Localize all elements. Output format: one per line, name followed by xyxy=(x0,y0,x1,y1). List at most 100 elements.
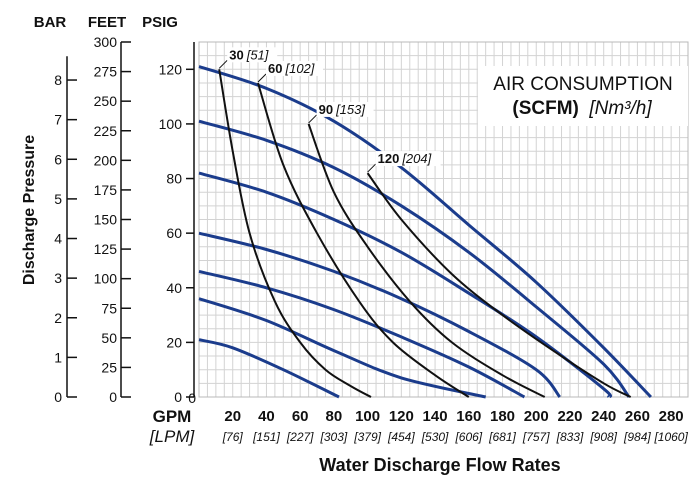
x-tick-label: 80 xyxy=(326,408,343,425)
x-tick-labels: 20 [76] 40 [151] 60 [227] 80 [303] 100 [379] 120 [4… xyxy=(188,390,688,444)
air-curve-labels: 30 [51]60 [102] 90 [153] 120 [204] xyxy=(218,47,441,173)
psig-tick-label: 120 xyxy=(159,61,183,77)
x-tick-label: 140 xyxy=(423,408,448,425)
x-tick-label: 240 xyxy=(591,408,616,425)
air-consumption-curves xyxy=(218,69,632,398)
air-label-bg xyxy=(316,101,374,117)
performance-curve-1 xyxy=(198,338,340,399)
feet-tick-label: 300 xyxy=(94,34,118,50)
feet-tick-label: 200 xyxy=(94,152,118,168)
x-tick-lpm-label: [379] xyxy=(353,430,381,444)
x-tick-lpm-label: [227] xyxy=(286,430,314,444)
air-label-30: 30 [51] xyxy=(229,47,269,62)
x-tick-label: 200 xyxy=(524,408,549,425)
bar-tick-label: 6 xyxy=(54,151,62,167)
psig-tick-label: 80 xyxy=(166,171,182,187)
x-tick-lpm-label: [833] xyxy=(556,430,584,444)
x-tick-lpm-label: [681] xyxy=(488,430,516,444)
legend-title: AIR CONSUMPTION xyxy=(493,74,672,95)
air-curve-90 xyxy=(307,123,546,398)
legend-box xyxy=(478,66,688,126)
air-label-60: 60 [102] xyxy=(268,61,315,76)
air-label-scfm: 30 xyxy=(229,47,243,62)
x-tick-lpm-label: [757] xyxy=(522,430,550,444)
air-curve-120 xyxy=(366,172,632,398)
air-label-leader xyxy=(257,73,267,83)
air-curve-30 xyxy=(218,69,372,398)
x-axis-title: Water Discharge Flow Rates xyxy=(319,455,560,475)
air-label-nm3h: [51] xyxy=(246,47,269,62)
feet-tick-label: 250 xyxy=(94,93,118,109)
x-tick-lpm-label: [76] xyxy=(222,430,244,444)
performance-curve-7 xyxy=(198,65,652,399)
air-label-90: 90 [153] xyxy=(319,102,366,117)
plot-frame xyxy=(198,41,689,398)
x-tick-label: 120 xyxy=(389,408,414,425)
air-label-leader xyxy=(218,59,228,69)
bar-tick-label: 3 xyxy=(54,270,62,286)
x-tick-label: 260 xyxy=(625,408,650,425)
x-tick-lpm-label: [1060] xyxy=(653,430,688,444)
bar-tick-label: 5 xyxy=(54,191,62,207)
air-label-scfm: 90 xyxy=(319,102,333,117)
psig-tick-label: 0 xyxy=(174,389,182,405)
air-label-leader xyxy=(308,114,317,124)
x-tick-label: 220 xyxy=(557,408,582,425)
feet-header: FEET xyxy=(88,14,126,31)
x-tick-label: 40 xyxy=(258,408,275,425)
psig-zero-label: 0 xyxy=(188,390,196,406)
feet-tick-label: 225 xyxy=(94,123,118,139)
x-tick-lpm-label: [454] xyxy=(387,430,415,444)
air-label-120: 120 [204] xyxy=(378,151,432,166)
psig-tick-label: 20 xyxy=(166,334,182,350)
bar-tick-label: 1 xyxy=(54,349,62,365)
x-tick-lpm-label: [606] xyxy=(454,430,482,444)
x-tick-label: 100 xyxy=(355,408,380,425)
performance-curve-2 xyxy=(198,297,487,399)
axes xyxy=(66,41,195,398)
x-tick-lpm-label: [530] xyxy=(421,430,449,444)
feet-tick-label: 125 xyxy=(94,241,118,257)
air-label-nm3h: [102] xyxy=(284,61,314,76)
air-label-leader xyxy=(367,163,376,173)
x-tick-lpm-label: [303] xyxy=(320,430,348,444)
y-axis-title: Discharge Pressure xyxy=(21,135,38,285)
feet-tick-label: 75 xyxy=(101,300,117,316)
x-tick-label: 60 xyxy=(292,408,309,425)
x-tick-lpm-label: [908] xyxy=(589,430,617,444)
plot-border xyxy=(198,41,689,398)
legend-nm3h: [Nm³/h] xyxy=(588,98,652,119)
legend-scfm: (SCFM) xyxy=(512,98,578,119)
air-label-bg xyxy=(227,47,278,63)
x-tick-label: 20 xyxy=(224,408,241,425)
performance-curve-4 xyxy=(198,231,561,398)
performance-curve-3 xyxy=(198,269,526,399)
psig-header: PSIG xyxy=(142,14,178,31)
x-tick-label: 280 xyxy=(659,408,684,425)
feet-tick-label: 0 xyxy=(109,389,117,405)
feet-tick-label: 150 xyxy=(94,212,118,228)
gpm-label: GPM xyxy=(153,407,192,426)
legend-units: (SCFM) [Nm³/h] xyxy=(512,98,652,119)
air-label-nm3h: [204] xyxy=(401,151,431,166)
y-tick-labels: 0204060801001200255075100125150175200225… xyxy=(54,34,182,405)
air-label-scfm: 60 xyxy=(268,61,282,76)
bar-tick-label: 8 xyxy=(54,72,62,88)
bar-header: BAR xyxy=(34,14,67,31)
air-label-scfm: 120 xyxy=(378,151,400,166)
air-label-bg xyxy=(266,60,324,76)
x-tick-lpm-label: [984] xyxy=(623,430,651,444)
feet-tick-label: 50 xyxy=(101,330,117,346)
bar-tick-label: 2 xyxy=(54,310,62,326)
bar-tick-label: 7 xyxy=(54,112,62,128)
psig-tick-label: 60 xyxy=(166,225,182,241)
bar-tick-label: 4 xyxy=(54,231,62,247)
x-tick-label: 160 xyxy=(456,408,481,425)
x-tick-lpm-label: [151] xyxy=(252,430,280,444)
x-tick-label: 180 xyxy=(490,408,515,425)
psig-tick-label: 100 xyxy=(159,116,183,132)
feet-tick-label: 175 xyxy=(94,182,118,198)
feet-tick-label: 25 xyxy=(101,359,117,375)
lpm-label: [LPM] xyxy=(149,427,196,446)
